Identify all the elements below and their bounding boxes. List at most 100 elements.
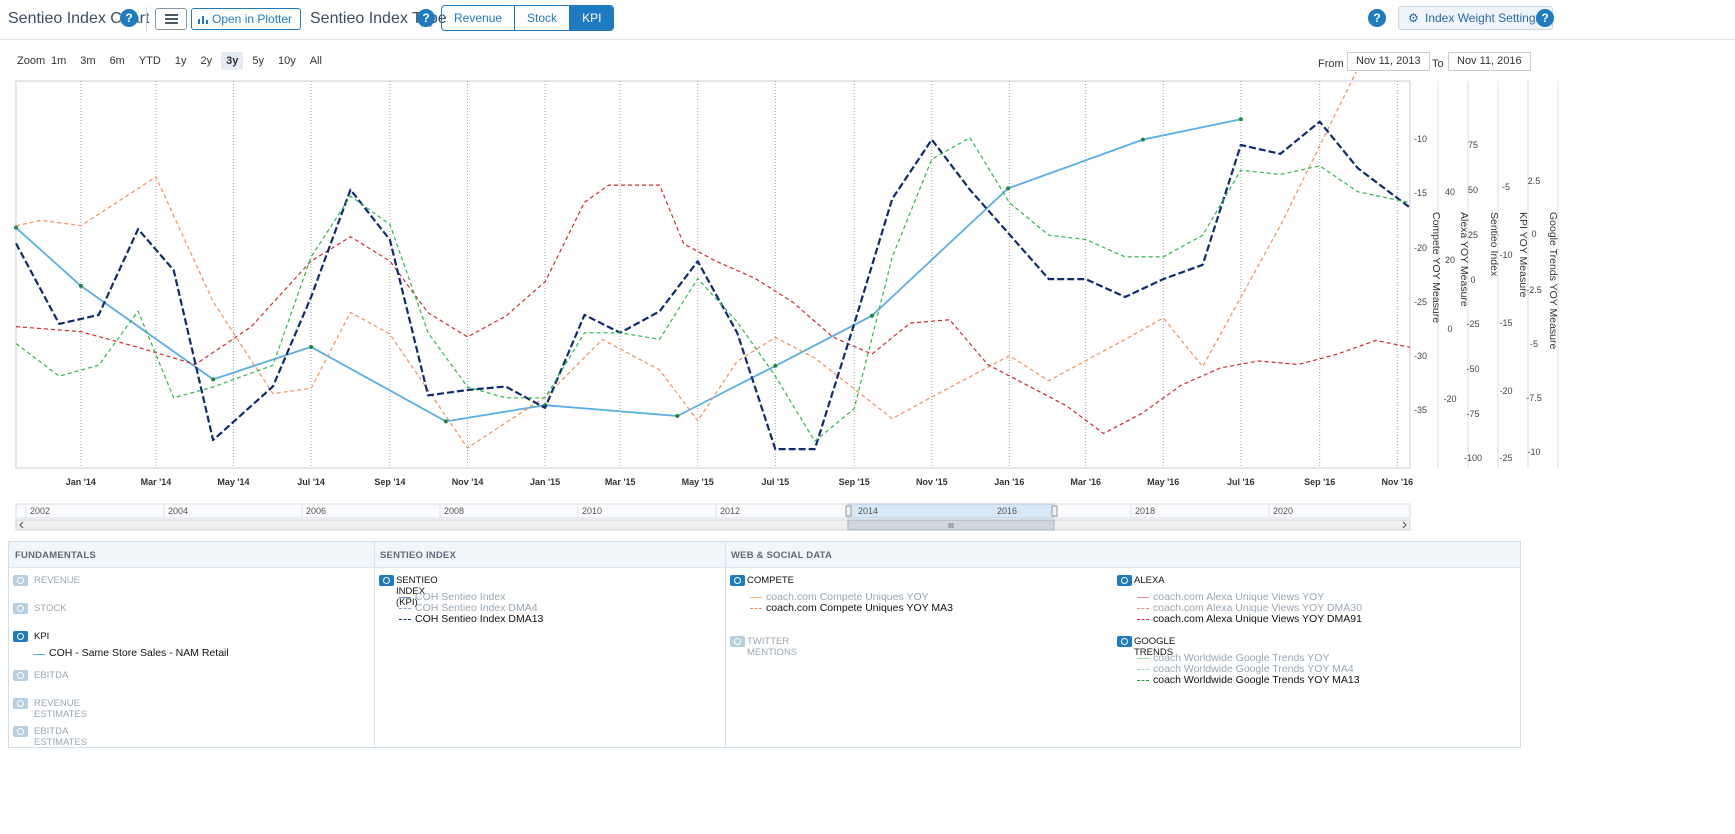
legend-label: coach Worldwide Google Trends YOY [1153, 652, 1330, 664]
navigator-handle[interactable] [845, 505, 852, 517]
tab-revenue[interactable]: Revenue [442, 6, 516, 30]
scroll-left-icon[interactable] [19, 521, 24, 529]
y-tick-label: -50 [1466, 364, 1479, 374]
group-label: SENTIEO INDEX (KPI) [396, 575, 438, 608]
y-tick-label: 75 [1468, 140, 1478, 150]
data-point[interactable] [309, 344, 314, 349]
data-point[interactable] [1140, 137, 1145, 142]
series-line[interactable] [15, 120, 1411, 451]
y-tick-label: -20 [1443, 394, 1456, 404]
scrollbar-thumb[interactable] [847, 519, 1055, 531]
legend-swatch [1137, 680, 1149, 681]
x-tick-label: Jul '15 [761, 477, 789, 487]
eye-icon[interactable] [730, 636, 745, 647]
zoom-label: Zoom [17, 55, 46, 67]
navigator-window[interactable] [847, 503, 1055, 519]
data-point[interactable] [773, 363, 778, 368]
y-tick-label: -2.5 [1526, 285, 1542, 295]
fundamentals-label: EBITDA [34, 670, 69, 681]
bar-chart-icon [198, 16, 208, 24]
x-tick-label: Nov '15 [916, 477, 948, 487]
data-point[interactable] [869, 313, 874, 318]
series-line[interactable] [15, 184, 1411, 435]
group-label: TWITTER MENTIONS [747, 636, 798, 658]
legend-swatch [1137, 658, 1149, 659]
zoom-option-1m[interactable]: 1m [51, 55, 67, 67]
y-axis-title: Sentieo Index [1488, 212, 1500, 277]
help-icon[interactable]: ? [120, 9, 138, 27]
eye-icon[interactable] [13, 631, 28, 642]
navigator-year-label: 2020 [1273, 506, 1293, 516]
plot-area[interactable] [15, 80, 1411, 469]
legend-label: COH Sentieo Index DMA13 [415, 613, 544, 625]
data-point[interactable] [211, 377, 216, 382]
from-date-input[interactable]: Nov 11, 2013 [1347, 52, 1430, 71]
menu-button[interactable] [155, 8, 187, 30]
zoom-option-3m[interactable]: 3m [80, 55, 96, 67]
x-tick-label: Mar '15 [605, 477, 636, 487]
y-axis-title: Google Trends YOY Measure [1547, 212, 1559, 350]
eye-icon[interactable] [13, 603, 28, 614]
series-line[interactable] [15, 136, 1411, 442]
legend-swatch [33, 654, 45, 655]
eye-icon[interactable] [13, 698, 28, 709]
open-in-plotter-button[interactable]: Open in Plotter [191, 8, 302, 30]
zoom-option-2y[interactable]: 2y [200, 55, 213, 67]
legend-swatch [1137, 669, 1149, 670]
eye-icon[interactable] [13, 670, 28, 681]
navigator-handle[interactable] [1051, 505, 1058, 517]
legend-header [9, 542, 1520, 568]
legend-swatch [750, 597, 762, 598]
eye-icon[interactable] [13, 575, 28, 586]
to-date-input[interactable]: Nov 11, 2016 [1448, 52, 1531, 71]
help-icon[interactable]: ? [417, 9, 435, 27]
index-weight-settings-button[interactable]: ⚙ Index Weight Settings [1398, 6, 1553, 30]
scroll-right-icon[interactable] [1402, 521, 1407, 529]
y-tick-label: -20 [1414, 243, 1427, 253]
legend-swatch [1137, 597, 1149, 598]
eye-icon[interactable] [13, 726, 28, 737]
series-line[interactable] [15, 72, 1358, 449]
tab-kpi[interactable]: KPI [570, 6, 614, 30]
data-point[interactable] [675, 413, 680, 418]
data-point[interactable] [1006, 186, 1011, 191]
legend-swatch [399, 608, 411, 609]
gear-icon: ⚙ [1408, 11, 1419, 25]
zoom-option-ytd[interactable]: YTD [138, 55, 161, 67]
y-tick-label: 20 [1445, 255, 1455, 265]
x-tick-label: Jan '16 [994, 477, 1024, 487]
sentieo-index-chart[interactable]: Jan '14 Mar '14 May '14 Jul '14 Sep '14 Nov '… [0, 72, 1735, 534]
x-tick-label: Mar '14 [141, 477, 172, 487]
y-tick-label: -100 [1464, 453, 1482, 463]
data-point[interactable] [1238, 117, 1243, 122]
eye-icon[interactable] [1117, 575, 1132, 586]
zoom-option-10y[interactable]: 10y [277, 55, 296, 67]
zoom-option-6m[interactable]: 6m [109, 55, 125, 67]
fundamentals-title: FUNDAMENTALS [15, 550, 96, 561]
data-point[interactable] [78, 283, 83, 288]
zoom-option-all[interactable]: All [309, 55, 322, 67]
fundamentals-label: KPI [34, 631, 50, 642]
y-tick-label: -10 [1414, 134, 1427, 144]
eye-icon[interactable] [1117, 636, 1132, 647]
zoom-option-1y[interactable]: 1y [174, 55, 187, 67]
zoom-option-3y[interactable]: 3y [221, 52, 244, 70]
series-line[interactable] [15, 118, 1241, 423]
data-point[interactable] [14, 225, 18, 230]
legend-label: coach.com Alexa Unique Views YOY [1153, 591, 1325, 603]
eye-icon[interactable] [379, 575, 394, 586]
legend-swatch [1137, 608, 1149, 609]
chart-title: Sentieo Index Chart [8, 10, 150, 27]
zoom-option-5y[interactable]: 5y [252, 55, 264, 67]
navigator-track[interactable] [15, 503, 1411, 519]
scrollbar-grip-icon: III [948, 523, 954, 530]
help-icon[interactable]: ? [1536, 9, 1554, 27]
divider [374, 542, 375, 747]
help-icon[interactable]: ? [1368, 9, 1386, 27]
divider [725, 542, 726, 747]
data-point[interactable] [443, 419, 448, 424]
index-type-toggle: Revenue Stock KPI [441, 5, 615, 31]
navigator-scrollbar[interactable] [15, 519, 1411, 531]
tab-stock[interactable]: Stock [515, 6, 571, 30]
eye-icon[interactable] [730, 575, 745, 586]
